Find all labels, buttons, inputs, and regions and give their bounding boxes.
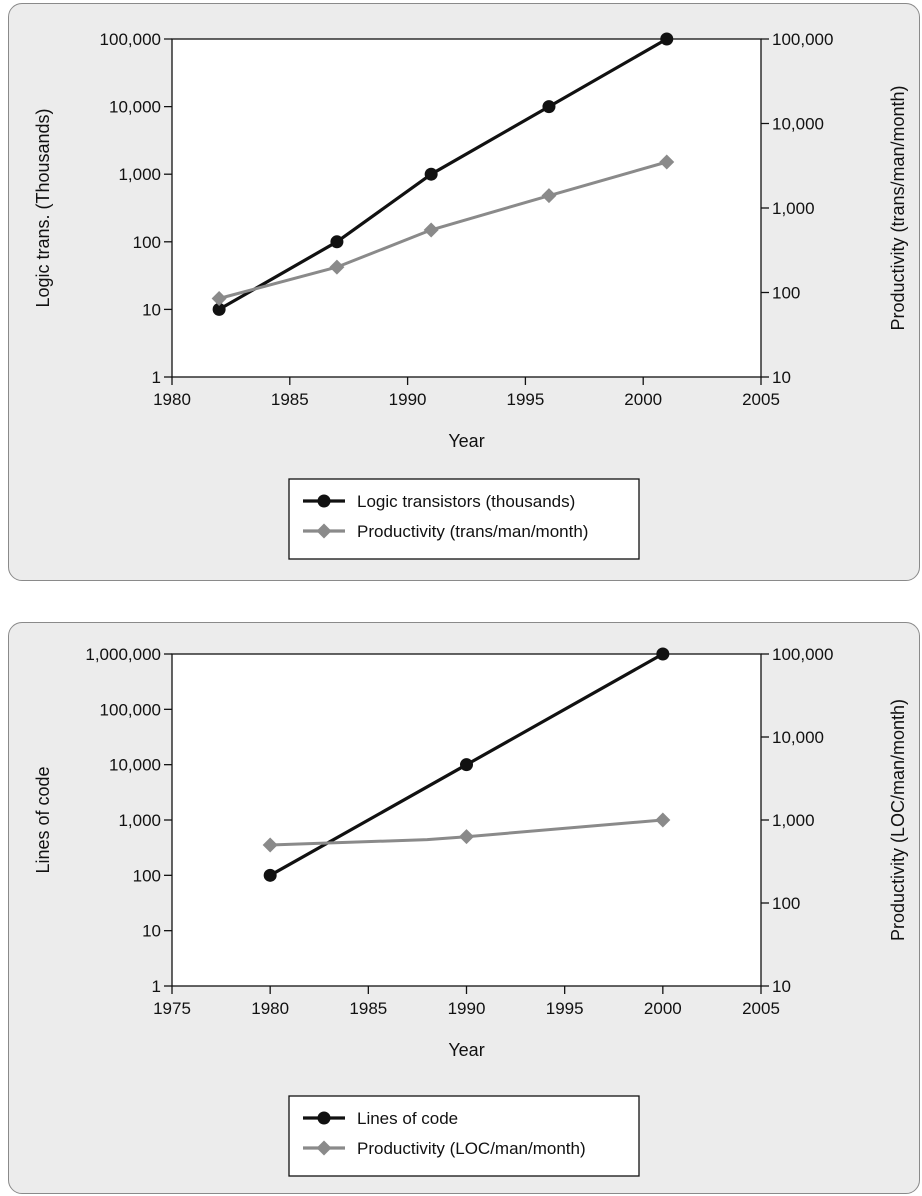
legend-label-1: Productivity (LOC/man/month) [357,1139,586,1158]
y-tick-label: 1 [152,977,161,996]
x-axis-title: Year [448,431,484,451]
legend-label-1: Productivity (trans/man/month) [357,522,588,541]
point-1-0 [211,290,227,306]
x-tick-label: 2000 [644,999,682,1018]
point-0-2 [656,647,670,661]
point-0-1 [460,758,473,772]
x-tick-label: 1980 [153,390,191,409]
y2-tick-label: 10 [772,977,791,996]
y-tick-label: 1,000,000 [85,645,161,664]
point-1-1 [329,259,345,275]
x-tick-label: 1985 [349,999,387,1018]
y-tick-label: 10 [142,300,161,319]
point-1-3 [541,188,557,204]
y2-tick-label: 1,000 [772,811,815,830]
point-0-4 [660,32,674,46]
y-tick-label: 1,000 [118,811,161,830]
legend-label-0: Logic transistors (thousands) [357,492,575,511]
x-tick-label: 2005 [742,999,780,1018]
series-line-1 [270,818,663,847]
x-tick-label: 1980 [251,999,289,1018]
y-tick-label: 100 [133,866,161,885]
x-tick-label: 1975 [153,999,191,1018]
y-tick-label: 10,000 [109,756,161,775]
y2-tick-label: 10,000 [772,728,824,747]
chart-panel-bottom: 1975 1980 1985 1990 1995 2000 2005 Year 1 10 100 1,… [8,622,920,1194]
y2-tick-label: 100 [772,284,800,303]
chart-lines-of-code: 1975 1980 1985 1990 1995 2000 2005 Year 1 10 100 1,… [33,645,908,1177]
point-0-0 [263,868,277,882]
legend-marker-1 [316,1140,332,1156]
y2-tick-label: 10,000 [772,115,824,134]
y-axis-title: Lines of code [33,766,53,873]
y2-tick-label: 100,000 [772,645,833,664]
y-tick-label: 100,000 [100,30,161,49]
legend-label-0: Lines of code [357,1109,458,1128]
y2-axis-title: Productivity (trans/man/month) [888,85,908,330]
point-0-3 [542,100,556,114]
y2-tick-label: 10 [772,368,791,387]
y2-tick-label: 1,000 [772,199,815,218]
x-axis-title: Year [448,1040,484,1060]
y2-axis-title: Productivity (LOC/man/month) [888,699,908,941]
legend-box [288,478,640,560]
y-tick-label: 100,000 [100,700,161,719]
point-1-4 [659,154,675,170]
point-0-0 [212,302,226,316]
y-tick-label: 1,000 [118,165,161,184]
plot-area [171,653,762,987]
point-1-2 [423,222,439,238]
y-tick-label: 10 [142,922,161,941]
y-tick-label: 10,000 [109,98,161,117]
y2-tick-label: 100,000 [772,30,833,49]
y-tick-label: 100 [133,233,161,252]
y-axis-title: Logic trans. (Thousands) [33,108,53,307]
point-1-0 [262,837,278,853]
x-tick-label: 1985 [271,390,309,409]
plot-area [171,38,762,378]
x-tick-label: 2000 [624,390,662,409]
point-1-3 [655,812,671,828]
legend-marker-1 [316,523,332,539]
x-tick-label: 1990 [389,390,427,409]
point-1-2 [459,829,474,845]
legend-marker-0 [317,1111,331,1125]
y-tick-label: 1 [152,368,161,387]
point-0-2 [424,167,438,181]
y2-tick-label: 100 [772,894,800,913]
legend-box [288,1095,640,1177]
x-tick-label: 2005 [742,390,780,409]
x-tick-label: 1990 [448,999,486,1018]
x-tick-label: 1995 [506,390,544,409]
chart-panel-top: 1980 1985 1990 1995 2000 2005 Year 1 10 100 1,000 1… [8,3,920,581]
chart-transistors: 1980 1985 1990 1995 2000 2005 Year 1 10 100 1,000 1… [33,30,908,560]
point-0-1 [330,235,344,249]
legend-marker-0 [317,494,331,508]
x-tick-label: 1995 [546,999,584,1018]
